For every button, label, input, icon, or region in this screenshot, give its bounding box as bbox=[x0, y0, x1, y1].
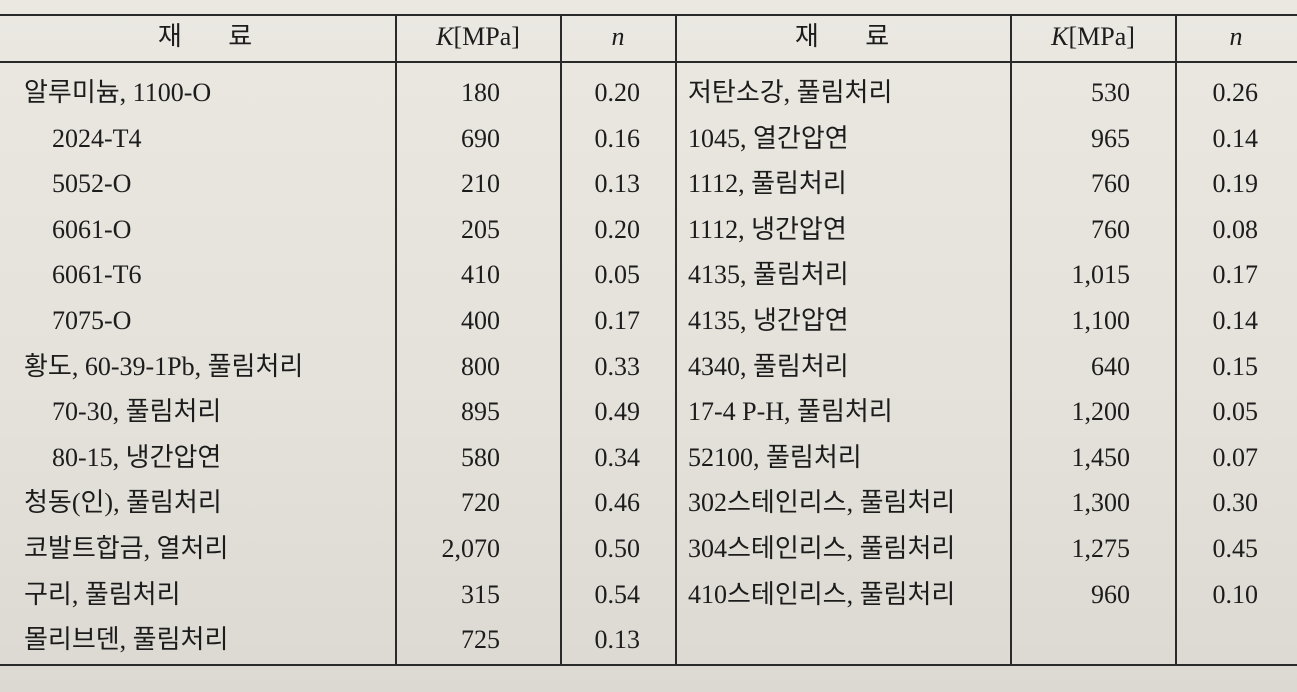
k-value: 205 bbox=[461, 214, 500, 244]
header-cell: n bbox=[1086, 22, 1297, 52]
material: 2024-T4 bbox=[52, 123, 142, 153]
material: 52100, 풀림처리 bbox=[688, 442, 862, 472]
k-value: 895 bbox=[461, 397, 500, 427]
header-symbol: n bbox=[611, 22, 625, 51]
n-value: 0.05 bbox=[1212, 397, 1259, 427]
n-value: 0.17 bbox=[594, 306, 641, 335]
material: 17-4 P-H, 풀림처리 bbox=[688, 397, 893, 427]
k-value: 580 bbox=[461, 442, 500, 472]
column-rule bbox=[1010, 15, 1012, 665]
material: 7075-O bbox=[52, 306, 132, 335]
n-value: 0.50 bbox=[594, 534, 641, 563]
material: 4340, 풀림처리 bbox=[688, 351, 849, 381]
n-value: 0.30 bbox=[1212, 488, 1259, 518]
k-value: 530 bbox=[1091, 78, 1130, 107]
header-cell: 재 료 bbox=[794, 22, 890, 51]
n-value: 0.14 bbox=[1212, 123, 1259, 153]
n-value: 0.54 bbox=[594, 579, 641, 609]
material: 410스테인리스, 풀림처리 bbox=[688, 579, 956, 609]
k-value: 760 bbox=[1091, 169, 1130, 199]
table-top-rule bbox=[0, 14, 1297, 16]
material: 1112, 냉간압연 bbox=[688, 214, 847, 244]
k-value: 725 bbox=[461, 625, 500, 655]
material: 코발트합금, 열처리 bbox=[24, 534, 229, 563]
header-cell: K[MPa] bbox=[328, 22, 628, 52]
material: 6061-O bbox=[52, 214, 132, 244]
material: 4135, 풀림처리 bbox=[688, 260, 849, 290]
n-value: 0.05 bbox=[594, 260, 641, 290]
n-value: 0.33 bbox=[594, 351, 641, 381]
n-value: 0.45 bbox=[1212, 534, 1259, 563]
n-value: 0.49 bbox=[594, 397, 641, 427]
k-value: 800 bbox=[461, 351, 500, 381]
n-value: 0.07 bbox=[1212, 442, 1259, 472]
n-value: 0.46 bbox=[594, 488, 641, 518]
header-symbol: K bbox=[1051, 22, 1069, 51]
material: 1045, 열간압연 bbox=[688, 123, 849, 153]
material: 70-30, 풀림처리 bbox=[52, 397, 222, 427]
column-rule bbox=[675, 15, 677, 665]
material: 몰리브덴, 풀림처리 bbox=[24, 625, 229, 655]
header-rule bbox=[0, 61, 1297, 63]
k-value: 720 bbox=[461, 488, 500, 518]
n-value: 0.16 bbox=[594, 123, 641, 153]
material: 5052-O bbox=[52, 169, 132, 199]
n-value: 0.08 bbox=[1212, 214, 1259, 244]
k-value: 400 bbox=[461, 306, 500, 335]
n-value: 0.20 bbox=[594, 78, 641, 107]
k-value: 1,015 bbox=[1071, 260, 1131, 290]
header-symbol: n bbox=[1229, 22, 1243, 51]
header-cell: 재 료 bbox=[157, 22, 253, 51]
k-value: 315 bbox=[461, 579, 500, 609]
material: 4135, 냉간압연 bbox=[688, 306, 849, 335]
k-value: 1,300 bbox=[1071, 488, 1131, 518]
k-value: 410 bbox=[461, 260, 500, 290]
n-value: 0.10 bbox=[1212, 579, 1259, 609]
k-value: 1,450 bbox=[1071, 442, 1131, 472]
k-value: 210 bbox=[461, 169, 500, 199]
n-value: 0.14 bbox=[1212, 306, 1259, 335]
n-value: 0.17 bbox=[1212, 260, 1259, 290]
material: 1112, 풀림처리 bbox=[688, 169, 847, 199]
n-value: 0.20 bbox=[594, 214, 641, 244]
table-bottom-rule bbox=[0, 664, 1297, 666]
column-rule bbox=[395, 15, 397, 665]
k-value: 180 bbox=[461, 78, 500, 107]
k-value: 640 bbox=[1091, 351, 1130, 381]
material: 저탄소강, 풀림처리 bbox=[688, 78, 893, 107]
n-value: 0.15 bbox=[1212, 351, 1259, 381]
k-value: 1,100 bbox=[1071, 306, 1131, 335]
material: 6061-T6 bbox=[52, 260, 142, 290]
material: 80-15, 냉간압연 bbox=[52, 442, 222, 472]
header-symbol: K bbox=[436, 22, 454, 51]
header-unit: [MPa] bbox=[1068, 22, 1135, 51]
k-value: 965 bbox=[1091, 123, 1130, 153]
n-value: 0.34 bbox=[594, 442, 641, 472]
k-value: 1,275 bbox=[1071, 534, 1131, 563]
k-value: 1,200 bbox=[1071, 397, 1131, 427]
k-value: 2,070 bbox=[441, 534, 501, 563]
material: 구리, 풀림처리 bbox=[24, 579, 181, 609]
material: 302스테인리스, 풀림처리 bbox=[688, 488, 956, 518]
k-value: 960 bbox=[1091, 579, 1130, 609]
column-rule bbox=[1175, 15, 1177, 665]
n-value: 0.19 bbox=[1212, 169, 1259, 199]
material: 알루미늄, 1100-O bbox=[24, 78, 212, 107]
k-value: 760 bbox=[1091, 214, 1130, 244]
header-unit: [MPa] bbox=[453, 22, 520, 51]
k-value: 690 bbox=[461, 123, 500, 153]
n-value: 0.26 bbox=[1212, 78, 1259, 107]
n-value: 0.13 bbox=[594, 169, 641, 199]
material: 304스테인리스, 풀림처리 bbox=[688, 534, 956, 563]
material: 황도, 60-39-1Pb, 풀림처리 bbox=[24, 351, 304, 381]
header-cell: K[MPa] bbox=[943, 22, 1243, 52]
column-rule bbox=[560, 15, 562, 665]
header-cell: n bbox=[468, 22, 768, 52]
material: 청동(인), 풀림처리 bbox=[24, 488, 222, 518]
n-value: 0.13 bbox=[594, 625, 641, 655]
